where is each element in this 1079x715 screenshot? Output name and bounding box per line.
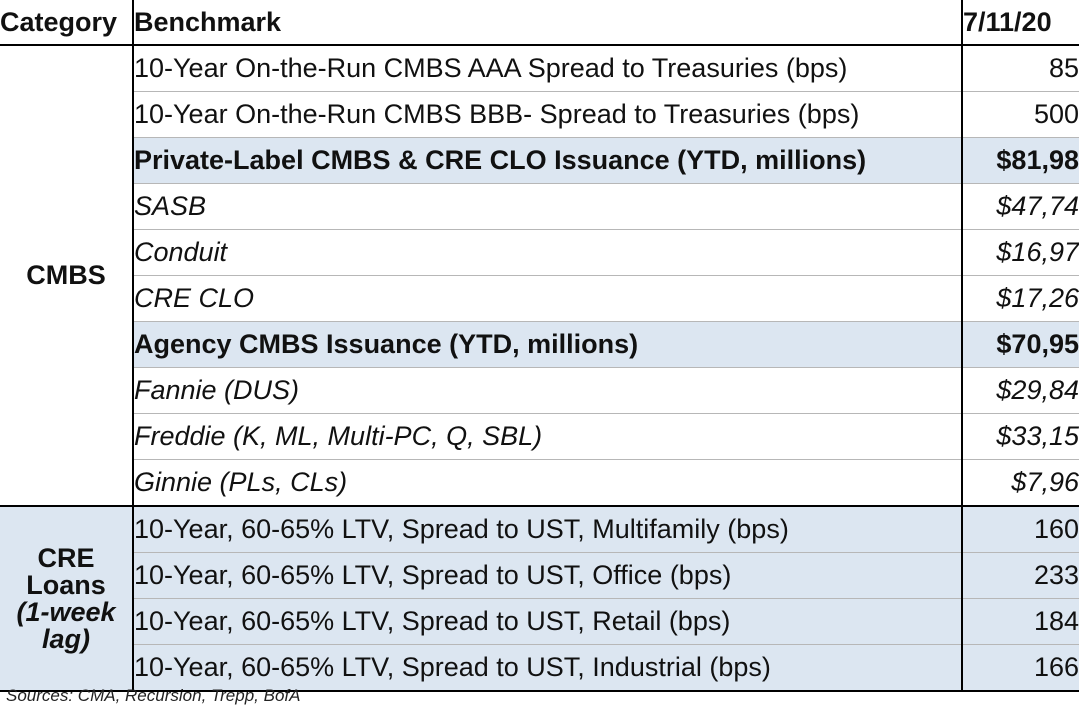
table-row: 10-Year, 60-65% LTV, Spread to UST, Offi… — [0, 552, 1079, 599]
table-row: SASB $47,74 — [0, 183, 1079, 230]
value-cell: $16,97 — [961, 229, 1079, 276]
table-row: Ginnie (PLs, CLs) $7,96 — [0, 459, 1079, 507]
value-cell: 85 — [961, 45, 1079, 92]
benchmark-cell: Private-Label CMBS & CRE CLO Issuance (Y… — [133, 137, 962, 184]
table-row: CMBS 10-Year On-the-Run CMBS AAA Spread … — [0, 45, 1079, 507]
table-row: 10-Year On-the-Run CMBS BBB- Spread to T… — [0, 91, 1079, 138]
table-row: Fannie (DUS) $29,84 — [0, 367, 1079, 414]
value-cell: $17,26 — [961, 275, 1079, 322]
benchmark-cell: 10-Year, 60-65% LTV, Spread to UST, Reta… — [133, 598, 962, 645]
table-row: Conduit $16,97 — [0, 229, 1079, 276]
table-row: Private-Label CMBS & CRE CLO Issuance (Y… — [0, 137, 1079, 184]
value-cell: 233 — [961, 552, 1079, 599]
benchmark-cell: 10-Year On-the-Run CMBS BBB- Spread to T… — [133, 91, 962, 138]
benchmark-cell: Conduit — [133, 229, 962, 276]
table-row: CRE Loans (1-week lag) 10-Year, 60-65% L… — [0, 506, 1079, 692]
value-cell: $70,95 — [961, 321, 1079, 368]
category-cmbs: CMBS — [0, 45, 134, 507]
benchmark-cell: Freddie (K, ML, Multi-PC, Q, SBL) — [133, 413, 962, 460]
benchmark-cell: 10-Year, 60-65% LTV, Spread to UST, Offi… — [133, 552, 962, 599]
category-cre-line: (1-week — [16, 596, 116, 627]
header-date: 7/11/20 — [961, 0, 1079, 46]
benchmark-table: Category Benchmark 7/11/20 CMBS 10-Year … — [0, 0, 1079, 692]
value-cell: $7,96 — [961, 459, 1079, 507]
benchmark-cell: 10-Year, 60-65% LTV, Spread to UST, Mult… — [133, 506, 962, 553]
category-cre-loans: CRE Loans (1-week lag) — [0, 506, 134, 692]
benchmark-cell: 10-Year, 60-65% LTV, Spread to UST, Indu… — [133, 644, 962, 692]
benchmark-cell: SASB — [133, 183, 962, 230]
table-row: CRE CLO $17,26 — [0, 275, 1079, 322]
table-row: Agency CMBS Issuance (YTD, millions) $70… — [0, 321, 1079, 368]
benchmark-cell: 10-Year On-the-Run CMBS AAA Spread to Tr… — [133, 45, 962, 92]
value-cell: 500 — [961, 91, 1079, 138]
value-cell: 184 — [961, 598, 1079, 645]
table-row: 10-Year, 60-65% LTV, Spread to UST, Reta… — [0, 598, 1079, 645]
value-cell: $29,84 — [961, 367, 1079, 414]
benchmark-cell: Fannie (DUS) — [133, 367, 962, 414]
category-cre-line: CRE — [37, 542, 95, 573]
benchmark-cell: Agency CMBS Issuance (YTD, millions) — [133, 321, 962, 368]
value-cell: 160 — [961, 506, 1079, 553]
header-row: Category Benchmark 7/11/20 — [0, 0, 1079, 46]
category-cre-line: lag) — [41, 623, 90, 654]
table-row: Freddie (K, ML, Multi-PC, Q, SBL) $33,15 — [0, 413, 1079, 460]
benchmark-cell: CRE CLO — [133, 275, 962, 322]
header-benchmark: Benchmark — [133, 0, 962, 46]
value-cell: $33,15 — [961, 413, 1079, 460]
header-category: Category — [0, 0, 134, 46]
value-cell: $47,74 — [961, 183, 1079, 230]
category-cre-line: Loans — [26, 569, 106, 600]
value-cell: $81,98 — [961, 137, 1079, 184]
sources-note: Sources: CMA, Recursion, Trepp, BofA — [6, 686, 301, 705]
benchmark-cell: Ginnie (PLs, CLs) — [133, 459, 962, 507]
table-row: 10-Year, 60-65% LTV, Spread to UST, Indu… — [0, 644, 1079, 692]
value-cell: 166 — [961, 644, 1079, 692]
